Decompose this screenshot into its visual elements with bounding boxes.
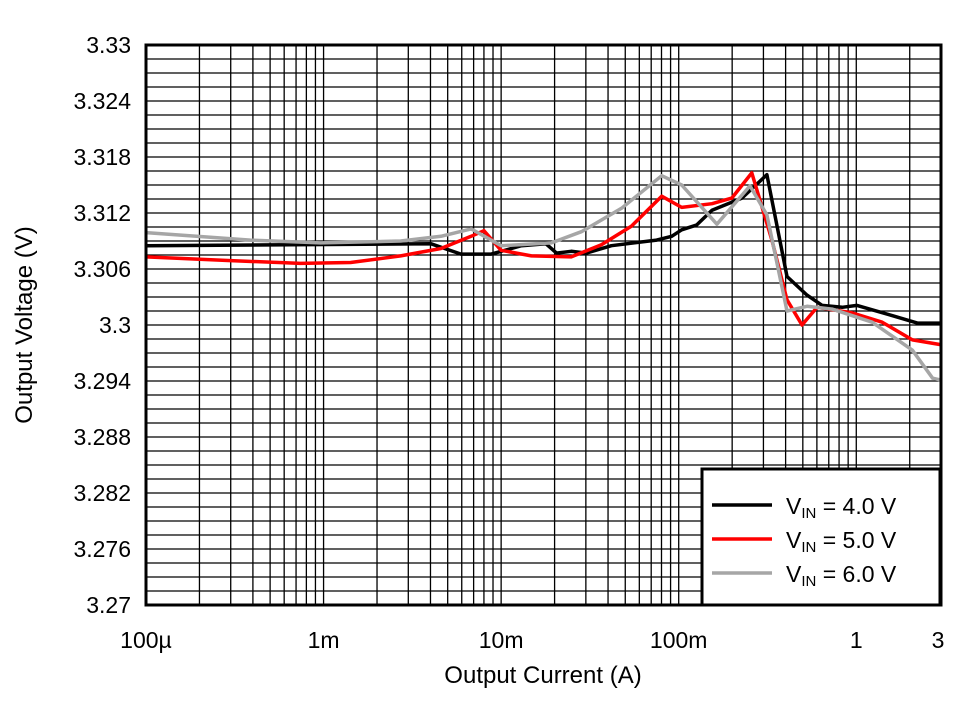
- y-tick-label: 3.306: [73, 256, 131, 282]
- x-tick-label: 1m: [308, 627, 340, 653]
- y-tick-label: 3.294: [73, 368, 131, 394]
- x-tick-label: 3: [932, 627, 945, 653]
- y-tick-label: 3.33: [86, 32, 131, 58]
- series-line-0: [145, 172, 941, 325]
- x-tick-labels: 100µ 1m 10m 100m 1 3: [120, 627, 944, 653]
- y-tick-label: 3.27: [86, 592, 131, 618]
- y-tick-labels: 3.27 3.276 3.282 3.288 3.294 3.3 3.306 3.312 3.3…: [73, 32, 131, 618]
- x-tick-label: 10m: [479, 627, 524, 653]
- x-tick-label: 1: [850, 627, 863, 653]
- y-axis-label: Output Voltage (V): [11, 226, 38, 423]
- plot-frame: [144, 43, 943, 607]
- legend: VIN = 4.0 V VIN = 5.0 V VIN = 6.0 V: [700, 467, 942, 607]
- series-lines: [145, 171, 942, 382]
- legend-label-0: VIN = 4.0 V: [786, 493, 897, 522]
- y-tick-label: 3.282: [73, 480, 131, 506]
- x-tick-label: 100m: [650, 627, 708, 653]
- legend-label-2: VIN = 6.0 V: [786, 561, 897, 590]
- x-axis-label: Output Current (A): [444, 662, 641, 689]
- y-tick-label: 3.312: [73, 200, 131, 226]
- legend-label-1: VIN = 5.0 V: [786, 527, 897, 556]
- series-line-2: [145, 173, 942, 382]
- y-tick-label: 3.324: [73, 88, 131, 114]
- x-tick-label: 100µ: [120, 627, 172, 653]
- legend-box: [700, 467, 942, 607]
- y-tick-label: 3.318: [73, 144, 131, 170]
- series-line-1: [145, 171, 941, 347]
- y-tick-label: 3.276: [73, 536, 131, 562]
- y-tick-label: 3.288: [73, 424, 131, 450]
- y-tick-label: 3.3: [99, 312, 131, 338]
